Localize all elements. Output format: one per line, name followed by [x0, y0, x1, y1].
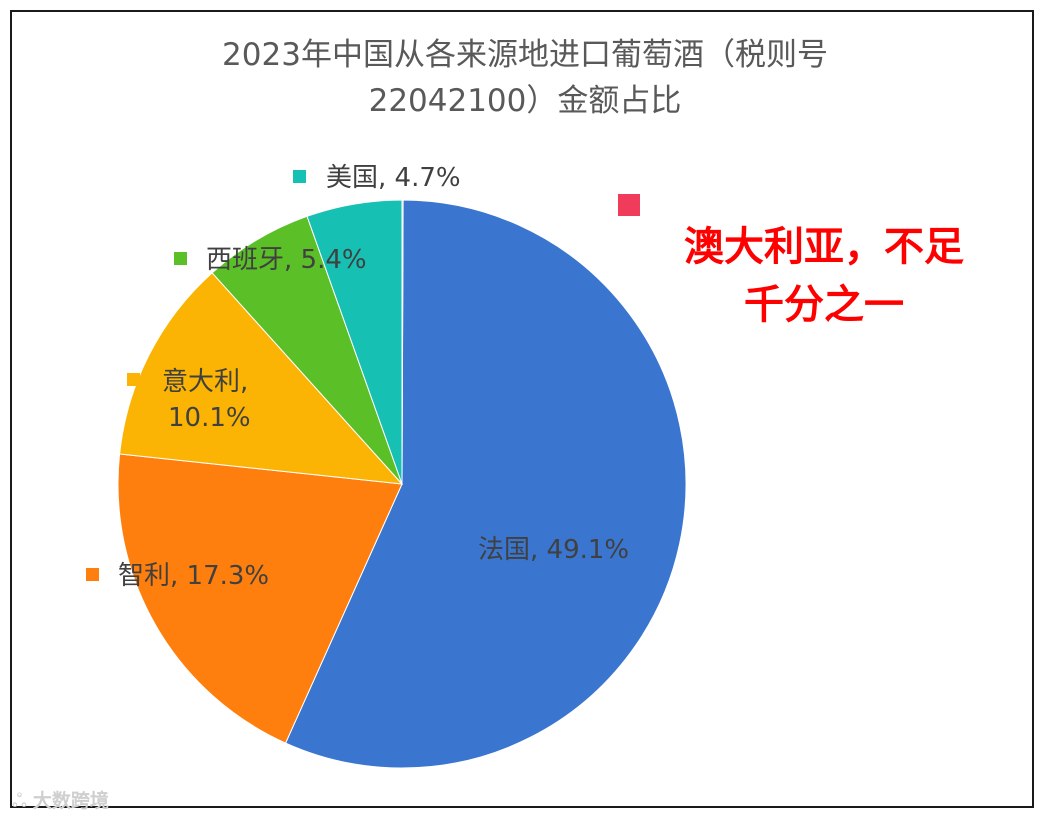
watermark: ஃ 大数跨境 [12, 786, 109, 815]
chart-title-line-1: 2023年中国从各来源地进口葡萄酒（税则号 [222, 37, 828, 73]
label-spain: 西班牙, 5.4% [206, 245, 367, 275]
chart-title-line-2: 22042100）金额占比 [368, 83, 682, 119]
legend-swatch-italy [127, 373, 140, 386]
watermark-text: 大数跨境 [32, 790, 109, 812]
legend-swatch-australia [618, 194, 640, 216]
annotation-australia: 澳大利亚，不足 千分之一 [668, 218, 980, 334]
label-usa: 美国, 4.7% [326, 163, 461, 193]
watermark-logo-icon: ஃ [12, 790, 27, 812]
pie-slice-澳大利亚 [401, 199, 404, 485]
pie-slice-法国 [284, 199, 687, 769]
label-italy-value: 10.1% [168, 403, 251, 433]
label-chile: 智利, 17.3% [118, 561, 270, 591]
annotation-line-2: 千分之一 [744, 282, 904, 328]
legend-swatch-usa [293, 170, 306, 183]
pie-slice-智利 [117, 453, 403, 744]
label-italy-name: 意大利, [162, 367, 249, 397]
annotation-line-1: 澳大利亚，不足 [684, 224, 964, 270]
chart-title: 2023年中国从各来源地进口葡萄酒（税则号 22042100）金额占比 [0, 32, 1050, 124]
pie-slice-意大利 [119, 272, 404, 485]
legend-swatch-spain [174, 252, 187, 265]
label-france: 法国, 49.1% [478, 535, 630, 565]
legend-swatch-chile [86, 568, 99, 581]
